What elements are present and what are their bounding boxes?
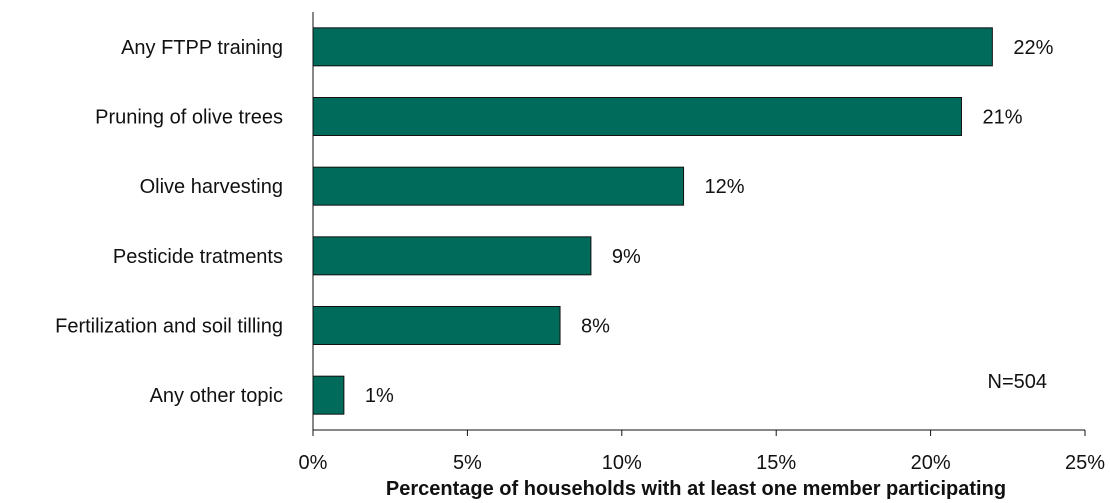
bar-4 bbox=[312, 306, 561, 345]
axis-layer: 0% 5% 10% 15% 20% 25% bbox=[299, 12, 1105, 474]
x-tick-label: 25% bbox=[1065, 452, 1105, 474]
value-label: 22% bbox=[1013, 37, 1053, 59]
bar-3 bbox=[312, 236, 592, 276]
category-label: Fertilization and soil tilling bbox=[55, 316, 283, 338]
x-tick-label: 20% bbox=[911, 452, 951, 474]
bar-5 bbox=[312, 375, 345, 415]
x-tick-label: 0% bbox=[299, 452, 328, 474]
sample-size-note: N=504 bbox=[988, 371, 1048, 393]
bar-0 bbox=[312, 27, 993, 67]
bar-1 bbox=[312, 97, 962, 136]
value-label: 9% bbox=[612, 246, 641, 268]
value-label: 8% bbox=[581, 316, 610, 338]
value-label: 1% bbox=[365, 385, 394, 407]
x-tick-label: 5% bbox=[453, 452, 482, 474]
category-label: Any other topic bbox=[150, 385, 283, 407]
category-label: Olive harvesting bbox=[140, 176, 283, 198]
category-label: Pruning of olive trees bbox=[95, 107, 283, 129]
x-tick-label: 10% bbox=[602, 452, 642, 474]
x-tick-label: 15% bbox=[756, 452, 796, 474]
value-label: 12% bbox=[705, 176, 745, 198]
labels-layer: Any FTPP training 22% Pruning of olive tre… bbox=[55, 37, 1053, 407]
bars-layer bbox=[312, 27, 993, 415]
category-label: Pesticide tratments bbox=[113, 246, 283, 268]
bar-2 bbox=[312, 166, 685, 206]
x-axis-title: Percentage of households with at least o… bbox=[386, 478, 1006, 500]
category-label: Any FTPP training bbox=[121, 37, 283, 59]
value-label: 21% bbox=[982, 107, 1022, 129]
